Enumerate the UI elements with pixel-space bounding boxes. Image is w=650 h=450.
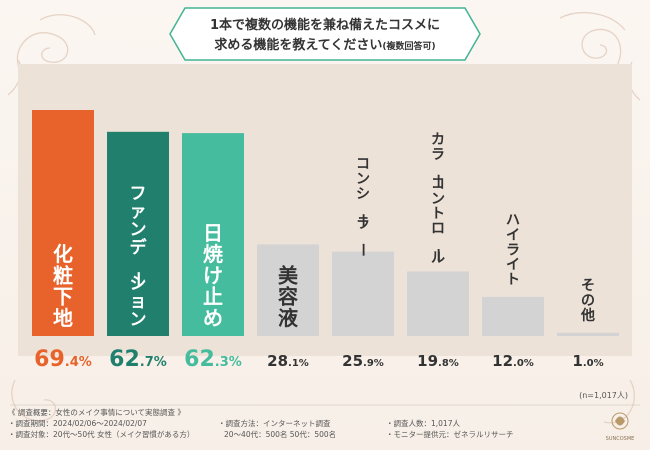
footer-target: ・調査対象：20代〜50代 女性（メイク習慣がある方） [8, 430, 195, 439]
category-label-7: ハイライト [506, 213, 520, 288]
bar-6 [407, 271, 469, 336]
value-label-3: 62.3% [184, 347, 242, 372]
footer-period: ・調査期間：2024/02/06〜2024/02/07 [8, 419, 147, 428]
value-labels: 69.4% 62.7% 62.3% 28.1% 25.9% 19.8% 12.0% 1.0% [34, 347, 603, 372]
footer-count: ・調査人数：1,017人 [386, 419, 460, 428]
bar-group [32, 110, 619, 336]
category-label-4: 美容液 [278, 263, 299, 329]
chart-title-line-2: 求める機能を教えてください(複数回答可) [214, 37, 435, 53]
brand-emblem-icon [611, 412, 629, 430]
brand-name: SUNCOSME [606, 436, 635, 442]
brand-logo: SUNCOSME [606, 412, 635, 442]
bar-2 [107, 131, 169, 336]
footer-provider: ・モニター提供元：ゼネラルリサーチ [386, 430, 514, 439]
title-ribbon [169, 7, 481, 61]
bar-1 [32, 110, 94, 336]
footer-method: ・調査方法：インターネット調査 [218, 419, 331, 428]
value-label-4: 28.1% [267, 352, 309, 370]
bar-category-labels: 化粧下地 ファンデーション 日焼け止め 美容液 コンシーラー カラーコントロールハイライト… [53, 132, 595, 330]
chart-title-line-1: 1本で複数の機能を兼ね備えたコスメに [210, 17, 440, 33]
bar-8 [557, 332, 619, 336]
bar-7 [482, 296, 544, 336]
chart-title-suffix: (複数回答可) [382, 40, 435, 52]
sample-size-note: (n=1,017人) [579, 391, 628, 400]
category-label-6: カラーコントロール [429, 132, 445, 267]
footer-overview: 《 調査概要：女性のメイク事情について実態調査 》 [8, 408, 185, 417]
chart-title-main: 求める機能を教えてください [214, 37, 382, 53]
value-label-1: 69.4% [34, 347, 92, 372]
bar-4 [257, 244, 319, 336]
category-label-2: ファンデーション [127, 184, 147, 330]
footer-breakdown: 20〜40代：500名 50代：500名 [224, 430, 337, 439]
value-label-7: 12.0% [492, 352, 534, 370]
value-label-6: 19.8% [417, 352, 459, 370]
bar-3 [182, 133, 244, 336]
value-label-8: 1.0% [572, 352, 603, 370]
category-label-5: コンシーラー [354, 157, 370, 257]
category-label-1: 化粧下地 [53, 242, 73, 330]
value-label-5: 25.9% [342, 352, 384, 370]
value-label-2: 62.7% [109, 347, 167, 372]
category-label-8: その他 [580, 278, 595, 324]
category-label-3: 日焼け止め [203, 221, 223, 330]
bar-5 [332, 251, 394, 336]
